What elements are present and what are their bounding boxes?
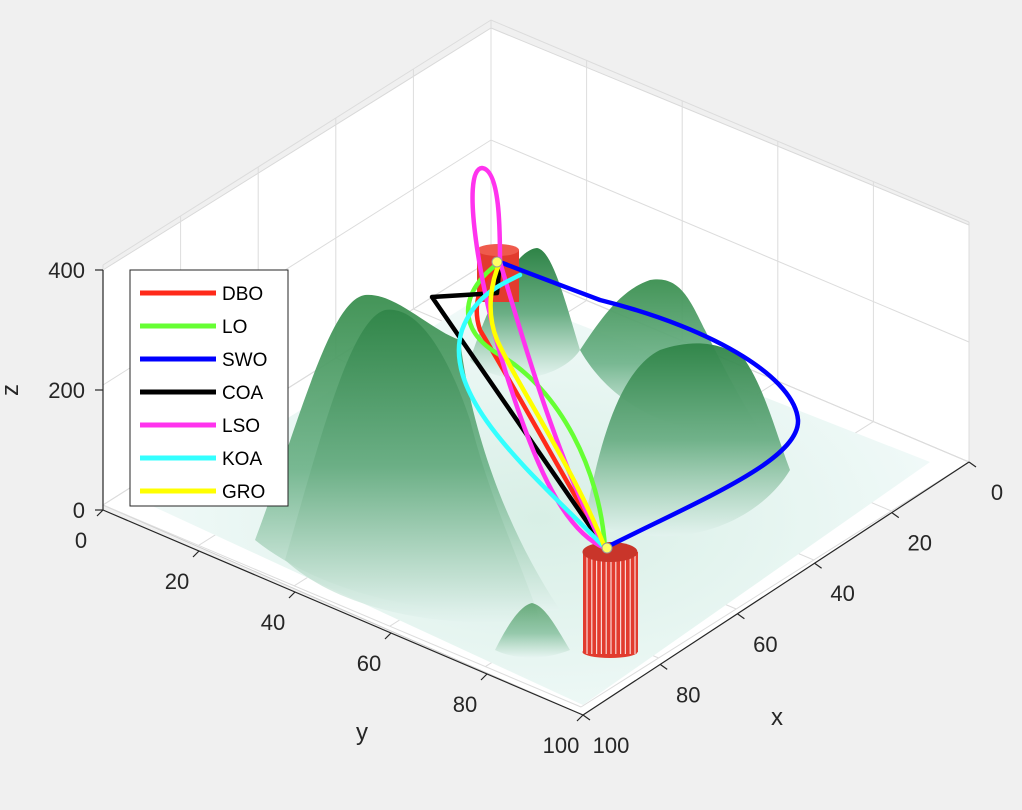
legend-label-lo: LO xyxy=(222,317,247,338)
path-layer xyxy=(429,165,801,551)
x-tick-mark xyxy=(814,562,822,569)
y-axis-title: y xyxy=(356,719,368,746)
z-axis-title: z xyxy=(0,384,24,396)
x-axis-line xyxy=(582,461,970,716)
y-tick-mark xyxy=(288,591,296,599)
y-tick-mark xyxy=(576,714,584,722)
legend-label-gro: GRO xyxy=(222,482,265,503)
start-cylinder xyxy=(582,542,638,658)
y-tick-label: 100 xyxy=(543,733,580,758)
x-tick-mark xyxy=(659,663,668,670)
z-tick-label: 0 xyxy=(73,498,85,523)
legend-label-coa: COA xyxy=(222,383,264,404)
terrain-hill-left-front xyxy=(285,309,540,623)
legend: DBO LO SWO COA LSO KOA GRO xyxy=(129,269,289,507)
terrain-hill-right xyxy=(585,343,790,537)
y-tick-mark xyxy=(96,509,104,517)
x-tick-mark xyxy=(968,461,977,468)
y-tick-label: 40 xyxy=(261,610,285,635)
path-coa xyxy=(429,259,608,551)
x-tick-mark xyxy=(582,714,591,721)
x-axis-title: x xyxy=(771,704,783,731)
x-tick-mark xyxy=(737,613,745,620)
x-tick-mark xyxy=(891,512,900,519)
legend-label-swo: SWO xyxy=(222,350,267,371)
grid-line-floor-y xyxy=(102,504,582,708)
x-tick-label: 40 xyxy=(830,581,854,606)
legend-label-dbo: DBO xyxy=(222,284,263,305)
y-tick-mark xyxy=(192,550,200,558)
x-tick-label: 100 xyxy=(593,733,630,758)
path-lso xyxy=(470,165,608,551)
y-tick-mark xyxy=(384,632,392,640)
y-tick-label: 60 xyxy=(357,651,381,676)
terrain-small-bump xyxy=(495,603,570,658)
path-swo xyxy=(497,259,801,551)
legend-label-lso: LSO xyxy=(222,416,260,437)
y-tick-label: 0 xyxy=(75,528,87,553)
x-tick-label: 20 xyxy=(908,531,932,556)
y-axis-line xyxy=(102,509,584,716)
legend-label-koa: KOA xyxy=(222,449,262,470)
x-tick-label: 80 xyxy=(676,682,700,707)
y-tick-mark xyxy=(480,673,488,681)
x-tick-label: 60 xyxy=(753,632,777,657)
axis-ticks: 0 200 400 0 20 40 60 80 100 0 20 40 60 80 100 xyxy=(48,258,1003,758)
legend-box xyxy=(129,269,289,507)
z-tick-label: 400 xyxy=(48,258,85,283)
goal-point-marker xyxy=(491,256,503,268)
start-point-marker xyxy=(601,542,613,554)
z-tick-label: 200 xyxy=(48,378,85,403)
y-tick-label: 20 xyxy=(165,569,189,594)
grid-line-floor-x xyxy=(580,461,970,708)
y-tick-label: 80 xyxy=(453,692,477,717)
grid-line-z-level xyxy=(102,19,970,266)
x-tick-label: 0 xyxy=(991,480,1003,505)
path-gro xyxy=(488,259,608,551)
